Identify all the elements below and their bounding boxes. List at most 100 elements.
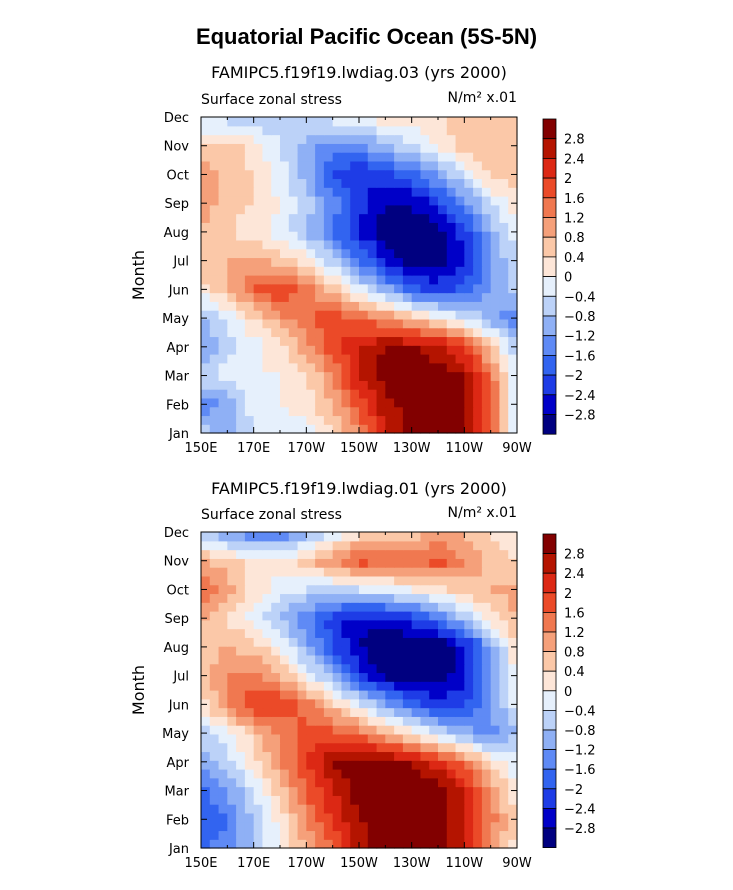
heatmap-cell: [262, 187, 272, 197]
heatmap-cell: [306, 389, 316, 399]
heatmap-cell: [402, 777, 413, 788]
heatmap-cell: [209, 839, 220, 849]
heatmap-cell: [455, 637, 465, 647]
heatmap-cell: [508, 248, 518, 259]
heatmap-cell: [306, 540, 316, 551]
heatmap-cell: [244, 821, 255, 832]
heatmap-cell: [271, 540, 281, 551]
heatmap-cell: [508, 125, 518, 136]
heatmap-cell: [455, 292, 465, 302]
heatmap-cell: [438, 362, 448, 373]
heatmap-cell: [201, 646, 211, 656]
heatmap-cell: [394, 611, 404, 621]
heatmap-cell: [464, 716, 474, 726]
heatmap-cell: [271, 532, 281, 542]
heatmap-cell: [280, 769, 290, 779]
heatmap-cell: [201, 821, 211, 832]
heatmap-cell: [227, 532, 237, 542]
heatmap-cell: [262, 672, 272, 682]
heatmap-cell: [209, 830, 220, 840]
heatmap-cell: [473, 725, 483, 735]
heatmap-cell: [455, 213, 465, 223]
heatmap-cell: [218, 637, 228, 647]
heatmap-cell: [350, 795, 360, 805]
heatmap-cell: [253, 804, 264, 814]
heatmap-cell: [402, 637, 413, 647]
heatmap-cell: [323, 134, 334, 144]
heatmap-cell: [464, 397, 474, 408]
heatmap-cell: [332, 593, 343, 603]
heatmap-cell: [411, 751, 422, 761]
heatmap-cell: [332, 611, 343, 621]
heatmap-cell: [411, 725, 422, 735]
heatmap-cell: [288, 777, 299, 788]
heatmap-cell: [323, 178, 334, 188]
heatmap-cell: [473, 558, 483, 568]
y-tick-label: Oct: [167, 168, 189, 183]
heatmap-cell: [367, 742, 378, 753]
heatmap-cell: [253, 760, 264, 770]
heatmap-cell: [244, 830, 255, 840]
heatmap-cell: [350, 549, 360, 559]
heatmap-cell: [218, 821, 228, 832]
heatmap-cell: [227, 769, 237, 779]
heatmap-cell: [446, 804, 457, 814]
heatmap-cell: [490, 362, 501, 373]
heatmap-cell: [455, 672, 465, 682]
heatmap-cell: [464, 707, 474, 717]
heatmap-cell: [411, 584, 422, 595]
heatmap-cell: [473, 646, 483, 656]
heatmap-cell: [271, 575, 281, 586]
heatmap-cell: [227, 742, 237, 753]
heatmap-cell: [508, 117, 518, 127]
heatmap-cell: [367, 584, 378, 595]
heatmap-cell: [218, 593, 228, 603]
x-tick-label: 130W: [393, 856, 431, 871]
heatmap-cell: [332, 575, 343, 586]
heatmap-cell: [402, 117, 413, 127]
heatmap-cell: [481, 371, 492, 381]
heatmap-cell: [376, 257, 386, 267]
heatmap-cell: [473, 654, 483, 665]
heatmap-cell: [244, 354, 255, 364]
heatmap-cell: [411, 681, 422, 691]
heatmap-cell: [359, 415, 369, 425]
heatmap-cell: [323, 584, 334, 595]
heatmap-cell: [385, 222, 395, 232]
heatmap-cell: [490, 567, 501, 577]
heatmap-cell: [438, 821, 448, 832]
heatmap-cell: [262, 248, 272, 259]
heatmap-cell: [376, 406, 386, 417]
heatmap-cell: [464, 611, 474, 621]
heatmap-cell: [227, 690, 237, 700]
heatmap-cell: [359, 690, 369, 700]
heatmap-cell: [402, 549, 413, 559]
heatmap-cell: [367, 222, 378, 232]
heatmap-cell: [218, 389, 228, 399]
heatmap-cell: [306, 804, 316, 814]
heatmap-cell: [253, 362, 264, 373]
heatmap-cell: [464, 275, 474, 285]
heatmap-cell: [464, 415, 474, 425]
heatmap-cell: [367, 196, 378, 206]
heatmap-cell: [359, 742, 369, 753]
heatmap-cell: [446, 424, 457, 434]
heatmap-cell: [385, 698, 395, 709]
heatmap-cell: [262, 406, 272, 417]
heatmap-cell: [315, 725, 325, 735]
heatmap-cell: [376, 327, 386, 338]
heatmap-cell: [297, 248, 307, 259]
heatmap-cell: [244, 318, 255, 329]
heatmap-cell: [438, 540, 448, 551]
heatmap-cell: [376, 143, 386, 153]
heatmap-cell: [455, 558, 465, 568]
heatmap-cell: [411, 397, 422, 408]
heatmap-cell: [499, 602, 509, 612]
heatmap-cell: [438, 839, 448, 849]
heatmap-cell: [262, 380, 272, 390]
heatmap-cell: [385, 812, 395, 823]
heatmap-cell: [236, 275, 246, 285]
heatmap-cell: [455, 733, 465, 744]
heatmap-cell: [394, 336, 404, 346]
heatmap-cell: [376, 786, 386, 796]
